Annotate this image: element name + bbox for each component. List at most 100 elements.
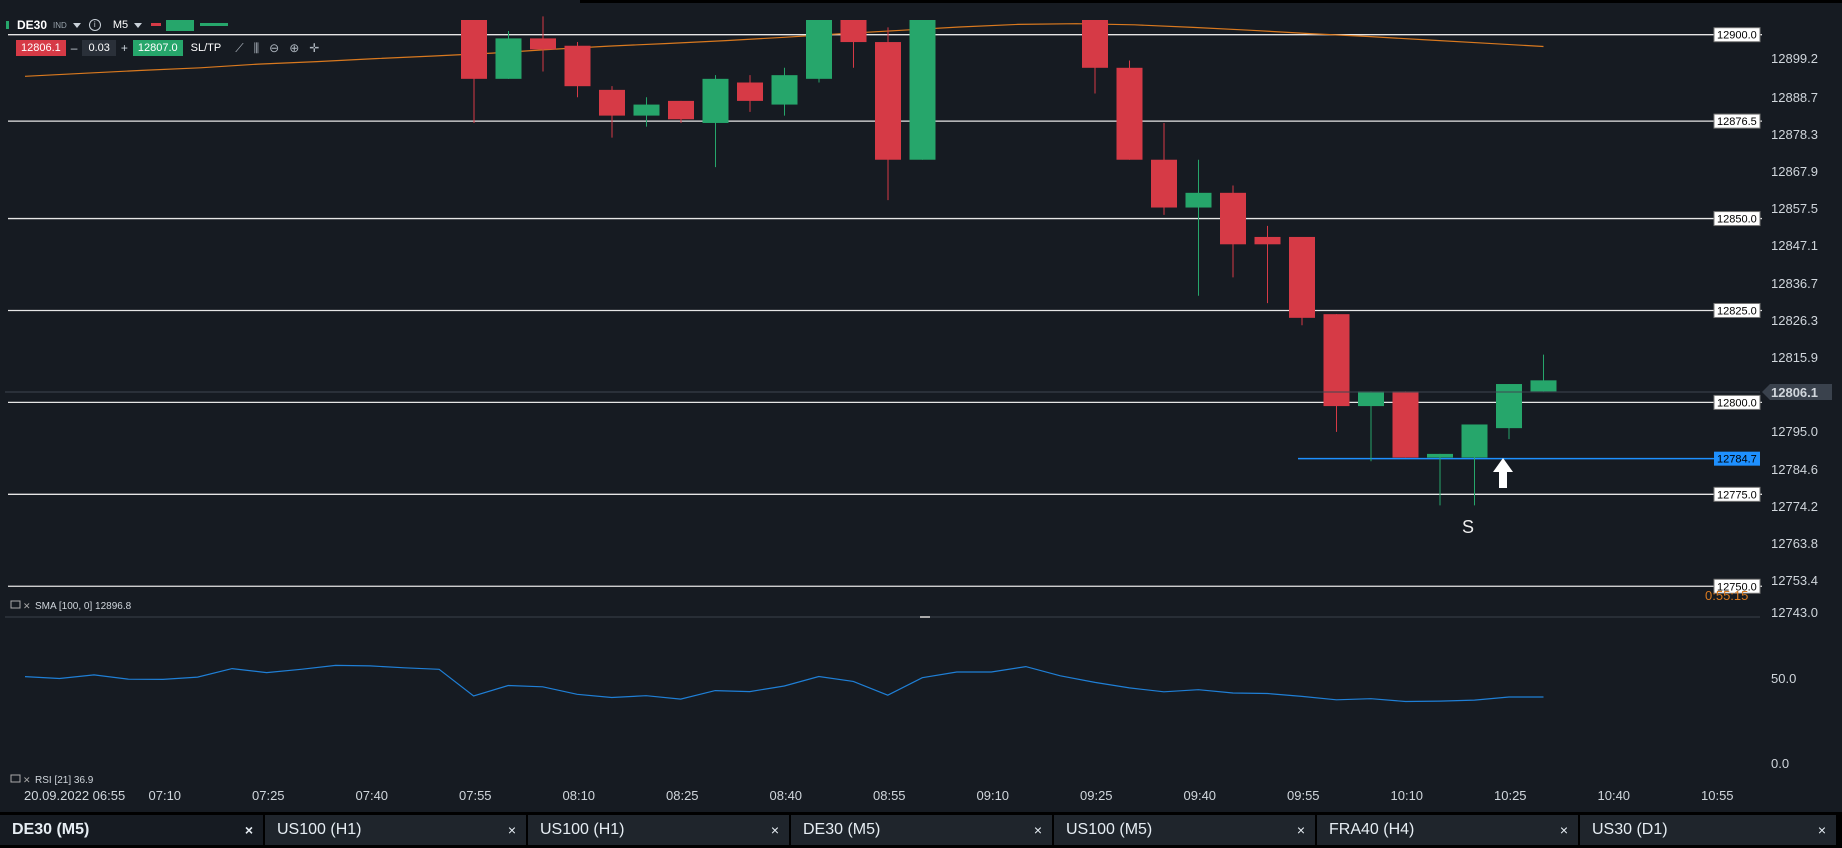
time-label: 08:40 (770, 788, 803, 803)
candle-body (564, 45, 591, 87)
price-tick-label: 12753.4 (1771, 573, 1818, 588)
tab-fra40-h4[interactable]: FRA40 (H4) × (1317, 815, 1578, 845)
price-tick-label: 12795.0 (1771, 424, 1818, 439)
level-label: 12750.0 (1717, 581, 1757, 593)
price-tick-label: 12815.9 (1771, 350, 1818, 365)
close-icon[interactable]: × (1296, 822, 1305, 838)
candle-body (530, 38, 556, 50)
price-chart[interactable]: 12900.0 12876.5 12850.0 12825.0 12800.0 12784… (0, 0, 1842, 812)
price-tick-label: 12763.8 (1771, 536, 1818, 551)
buy-minibar-icon (166, 20, 195, 31)
info-icon[interactable]: i (88, 19, 101, 31)
time-label: 09:25 (1080, 788, 1113, 803)
chevron-down-icon[interactable] (134, 22, 143, 28)
current-price-label: 12806.1 (1771, 385, 1818, 400)
candle-body (771, 75, 798, 105)
time-label: 10:40 (1598, 788, 1631, 803)
rsi-tick-label: 0.0 (1771, 756, 1789, 771)
symbol-type: IND (53, 20, 67, 30)
candles-icon[interactable]: ⫼ (253, 40, 260, 55)
candle-body (1496, 384, 1522, 429)
tab-de30-m5[interactable]: DE30 (M5) × (0, 815, 263, 845)
rsi-line (24, 664, 1544, 703)
candle-body (1082, 20, 1108, 68)
candle-body (599, 89, 625, 116)
candle-body (1220, 192, 1246, 245)
price-tick-label: 12867.9 (1771, 164, 1818, 179)
horizontal-levels[interactable]: 12900.0 12876.5 12850.0 12825.0 12800.0 12784… (8, 27, 1762, 594)
crosshair-icon[interactable]: ✛ (309, 41, 320, 55)
candle-body (1185, 192, 1212, 208)
close-icon[interactable]: × (507, 822, 516, 838)
close-icon[interactable]: × (244, 822, 253, 838)
level-label: 12876.5 (1717, 116, 1757, 128)
tab-label: US100 (M5) (1066, 821, 1153, 838)
level-tag (1713, 302, 1761, 318)
sltp-button[interactable]: SL/TP (190, 42, 222, 54)
candle-body (702, 78, 729, 123)
sell-button[interactable]: 12806.1 (16, 40, 66, 56)
tab-label: US100 (H1) (277, 821, 362, 838)
sell-minibar-icon (151, 23, 162, 26)
chart-annotations: 0:55:15 S ✕ SMA [100, 0] 12896.8 ✕ RSI [… (5, 458, 1760, 786)
candle-body (495, 38, 522, 79)
rsi-tick-label: 50.0 (1771, 671, 1796, 686)
tab-de30-m5[interactable]: DE30 (M5) × (791, 815, 1052, 845)
time-label: 20.09.2022 06:55 (24, 788, 125, 803)
close-icon[interactable]: × (770, 822, 779, 838)
pane-close-icon[interactable]: ✕ (23, 601, 31, 611)
level-tag (1713, 578, 1761, 594)
sma-label: ✕ SMA [100, 0] 12896.8 (10, 600, 132, 612)
buy-button[interactable]: 12807.0 (132, 40, 183, 56)
rsi-polyline (24, 664, 1544, 703)
time-label: 08:25 (666, 788, 699, 803)
overlap-label: 0:55:15 (1705, 588, 1748, 603)
sma-line (24, 23, 1544, 77)
rsi-label-text: RSI [21] 36.9 (35, 775, 94, 786)
time-label: 10:25 (1494, 788, 1527, 803)
line-chart-icon[interactable]: ⟋ (235, 40, 244, 55)
chevron-down-icon[interactable] (72, 22, 81, 28)
close-icon[interactable]: × (1817, 822, 1826, 838)
sma-label-text: SMA [100, 0] 12896.8 (35, 601, 132, 612)
price-tick-label: 12743.0 (1771, 605, 1818, 620)
level-tag (1713, 486, 1761, 502)
time-label: 07:40 (356, 788, 389, 803)
price-tick-label: 12847.1 (1771, 238, 1818, 253)
candle-body (1358, 391, 1384, 407)
volume-minus-button[interactable]: – (70, 41, 78, 55)
chart-canvas[interactable]: 12900.0 12876.5 12850.0 12825.0 12800.0 12784… (0, 0, 1842, 812)
volume-input[interactable]: 0.03 (82, 40, 116, 56)
tab-us100-h1[interactable]: US100 (H1) × (528, 815, 789, 845)
level-label: 12800.0 (1717, 397, 1757, 409)
close-icon[interactable]: × (1559, 822, 1568, 838)
time-label: 09:10 (977, 788, 1010, 803)
symbol-name[interactable]: DE30 (17, 18, 48, 32)
zoom-out-icon[interactable]: ⊖ (269, 41, 280, 55)
price-tick-label: 12878.3 (1771, 127, 1818, 142)
volume-plus-button[interactable]: + (120, 41, 128, 55)
buy-line-icon (200, 23, 229, 26)
tab-us100-m5[interactable]: US100 (M5) × (1054, 815, 1315, 845)
trade-row: 12806.1 – 0.03 + 12807.0 SL/TP ⟋ ⫼ ⊖ ⊕ ✛ (16, 40, 329, 56)
tab-label: DE30 (M5) (803, 821, 881, 838)
price-tick-label: 12836.7 (1771, 276, 1818, 291)
current-price-tag (1762, 384, 1832, 400)
zoom-in-icon[interactable]: ⊕ (289, 41, 300, 55)
close-icon[interactable]: × (1033, 822, 1042, 838)
candle-body (1116, 67, 1143, 160)
arrow-up-icon (1493, 458, 1513, 488)
tab-us30-d1[interactable]: US30 (D1) × (1580, 815, 1836, 845)
tab-us100-h1[interactable]: US100 (H1) × (265, 815, 526, 845)
pane-resize-handle[interactable] (920, 616, 930, 618)
pane-close-icon[interactable]: ✕ (23, 775, 31, 785)
price-tick-label: 12857.5 (1771, 201, 1818, 216)
price-axis: 12899.2 12888.7 12878.3 12867.9 12857.5 12847… (5, 51, 1832, 771)
pane-icon (10, 774, 21, 783)
time-label: 08:10 (563, 788, 596, 803)
timeframe[interactable]: M5 (112, 19, 129, 31)
top-black-strip (580, 0, 1842, 3)
candle-body (1392, 391, 1419, 458)
candle-body (668, 100, 694, 120)
tab-label: US100 (H1) (540, 821, 625, 838)
